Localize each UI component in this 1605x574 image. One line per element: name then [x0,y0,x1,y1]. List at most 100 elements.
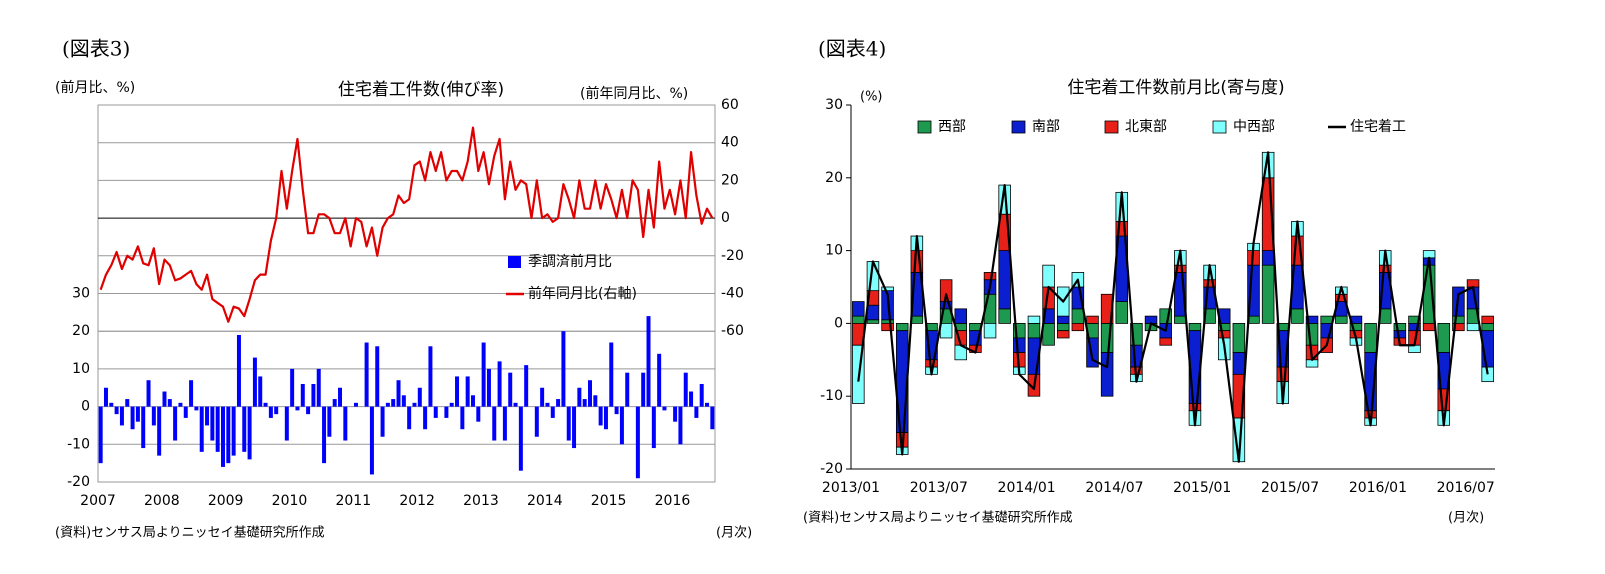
bar [210,406,215,441]
bar [199,406,204,452]
bar [391,399,396,407]
bar [572,406,577,449]
bar [486,368,491,407]
bar [646,316,651,407]
bar [641,372,646,407]
bar [125,399,130,407]
bar [226,406,231,464]
bar [114,406,119,415]
bar [300,383,305,407]
stacked-bar [1320,315,1333,324]
bar [614,406,619,415]
x-tick-label: 2007 [80,493,116,509]
stacked-bar [910,315,924,324]
stacked-bar [1291,308,1304,324]
bar [369,406,374,475]
bar [705,402,710,407]
y-tick-label: -20 [67,474,90,490]
bar [343,406,348,441]
bar [311,383,316,407]
y-tick-label: 0 [81,399,90,415]
bar [364,342,369,407]
stacked-bar [1056,330,1070,339]
bar [274,406,279,415]
x-tick-label: 2013/07 [910,480,968,496]
bar [119,406,124,426]
y-tick-label: 10 [825,243,843,259]
bar [566,406,571,441]
y-axis-label: (前月比、%) [55,79,135,96]
stacked-bar [1027,315,1041,324]
x-tick-label: 2009 [208,493,244,509]
x-tick-label: 2014 [527,493,563,509]
y-tick-label: 20 [825,170,843,186]
bar [545,402,550,407]
figure-label: (図表3) [62,37,130,61]
bar [492,406,497,441]
bar [375,346,380,407]
bar [593,395,598,407]
stacked-bar [852,315,865,324]
stacked-bar [1261,250,1275,266]
stacked-bar [852,301,865,317]
stacked-bar [1042,264,1055,288]
bar [417,387,422,407]
stacked-bar [881,319,894,324]
stacked-bar [1188,322,1202,332]
y2-axis-label: (前年同月比、%) [580,85,688,102]
bar [540,387,545,407]
bar [550,406,555,418]
bar [258,376,263,407]
stacked-bar [1261,264,1275,324]
bar [98,406,103,464]
bar [252,357,257,407]
stacked-bar [1437,322,1451,353]
bar [189,380,194,407]
stacked-bar [1364,322,1377,353]
stacked-bar [1422,322,1436,332]
bar [481,342,486,407]
y-axis-label: (%) [860,90,883,105]
bar [577,387,582,407]
x-tick-label: 2016 [655,493,691,509]
bar [673,406,678,422]
stacked-bar [1071,308,1085,324]
y2-tick-label: 20 [721,172,739,188]
bar [699,383,704,407]
bar [588,380,592,407]
stacked-bar [1013,337,1026,353]
legend-label: 季調済前月比 [528,253,612,270]
x-tick-label: 2016/01 [1349,480,1407,496]
bar [635,406,640,479]
stacked-bar [1481,315,1494,324]
source: (資料)センサス局よりニッセイ基礎研究所作成 [55,526,325,541]
bar [242,406,247,452]
x-tick-label: 2014/01 [998,480,1056,496]
bar [683,372,688,407]
y-tick-label: -10 [820,388,843,404]
bar [497,361,502,407]
bar [598,406,603,426]
stacked-bar [1276,366,1290,383]
y2-tick-label: 0 [721,210,730,226]
stacked-bar [866,319,880,324]
legend-label: 住宅着工 [1350,119,1406,135]
x-tick-label: 2016/07 [1437,480,1495,496]
stacked-bar [881,322,894,332]
bar [556,399,561,407]
bar [603,406,608,430]
line-series [857,151,1489,463]
bar [380,406,385,437]
stacked-bar [881,286,894,292]
stacked-bar [1056,322,1070,332]
bar [662,406,667,411]
stacked-bar [1115,301,1129,324]
bar [295,406,300,411]
y-tick-label: -10 [67,436,90,452]
y2-tick-label: 40 [721,135,739,151]
stacked-bar [1481,322,1494,332]
chart-title: 住宅着工件数前月比(寄与度) [1067,78,1284,98]
y2-tick-label: 60 [721,97,739,113]
bar [619,406,624,445]
